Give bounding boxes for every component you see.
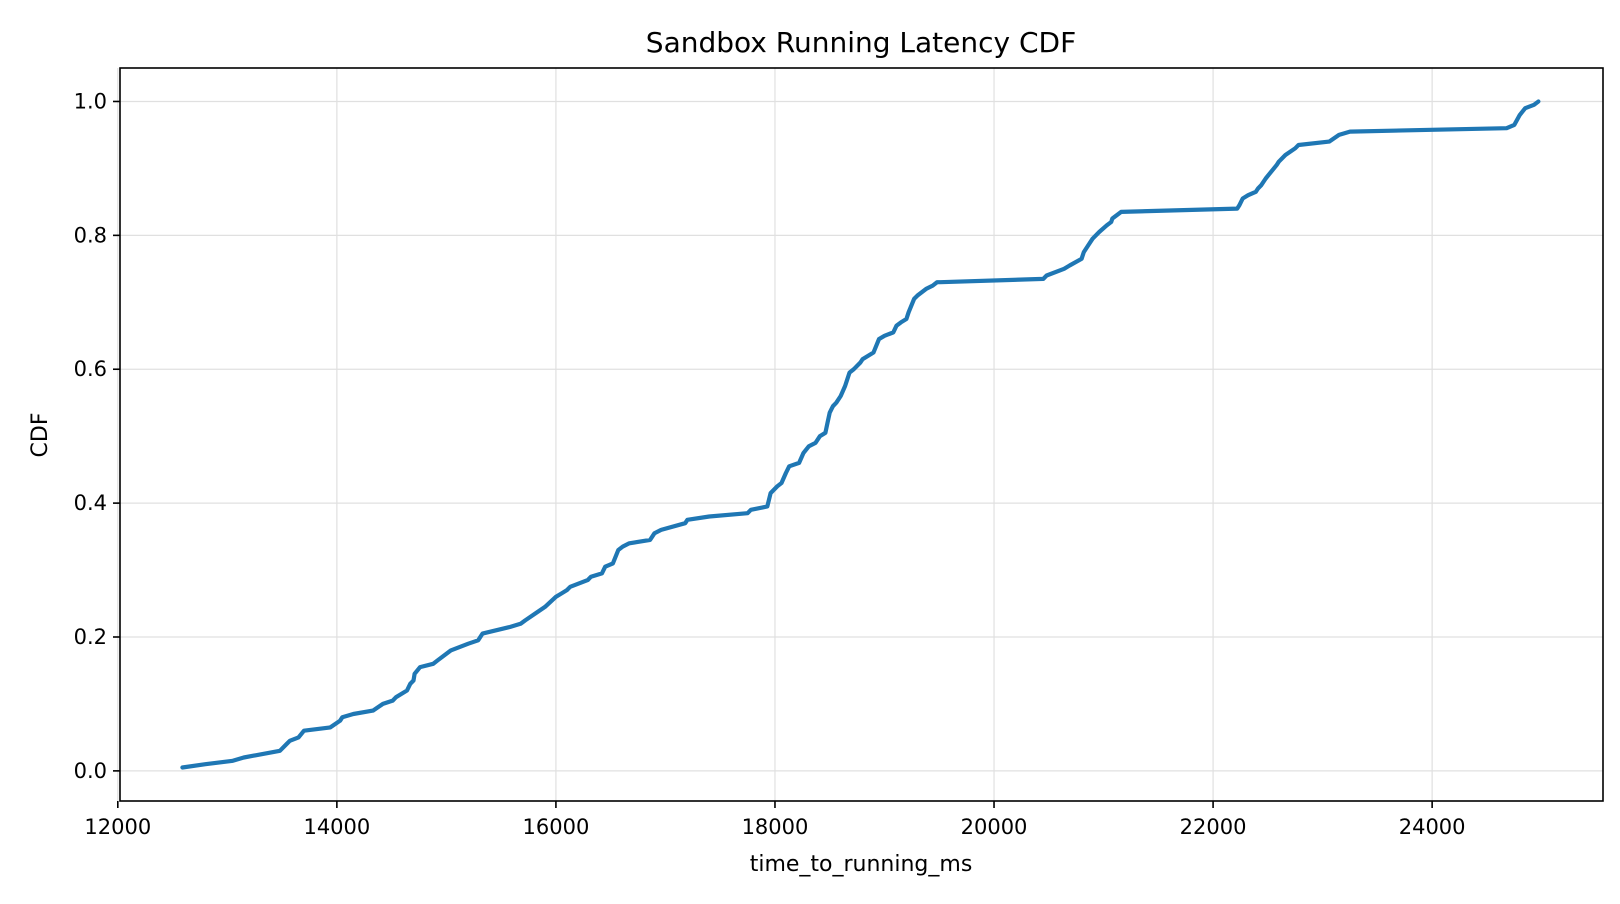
y-tick-label: 0.8 bbox=[74, 223, 107, 247]
x-tick-label: 24000 bbox=[1399, 815, 1466, 839]
plot-frame bbox=[119, 67, 1604, 802]
y-axis-label: CDF bbox=[28, 413, 53, 458]
y-tick-label: 0.2 bbox=[74, 625, 107, 649]
x-tick-label: 20000 bbox=[961, 815, 1028, 839]
x-tick-label: 12000 bbox=[84, 815, 151, 839]
y-tick-label: 0.0 bbox=[74, 759, 107, 783]
x-axis-label: time_to_running_ms bbox=[750, 852, 973, 877]
y-tick-label: 1.0 bbox=[74, 89, 107, 113]
x-tick-label: 22000 bbox=[1180, 815, 1247, 839]
x-tick-label: 14000 bbox=[303, 815, 370, 839]
chart-title: Sandbox Running Latency CDF bbox=[646, 26, 1076, 59]
grid-layer bbox=[117, 68, 1603, 801]
cdf-series-line bbox=[180, 99, 1541, 770]
x-tick-label: 18000 bbox=[742, 815, 809, 839]
x-tick-label: 16000 bbox=[523, 815, 590, 839]
y-tick-label: 0.6 bbox=[74, 357, 107, 381]
y-tick-label: 0.4 bbox=[74, 491, 107, 515]
series-layer bbox=[180, 99, 1541, 770]
tick-layer: 12000 14000 16000 18000 20000 22000 24000 0.0 0.… bbox=[74, 89, 1466, 839]
